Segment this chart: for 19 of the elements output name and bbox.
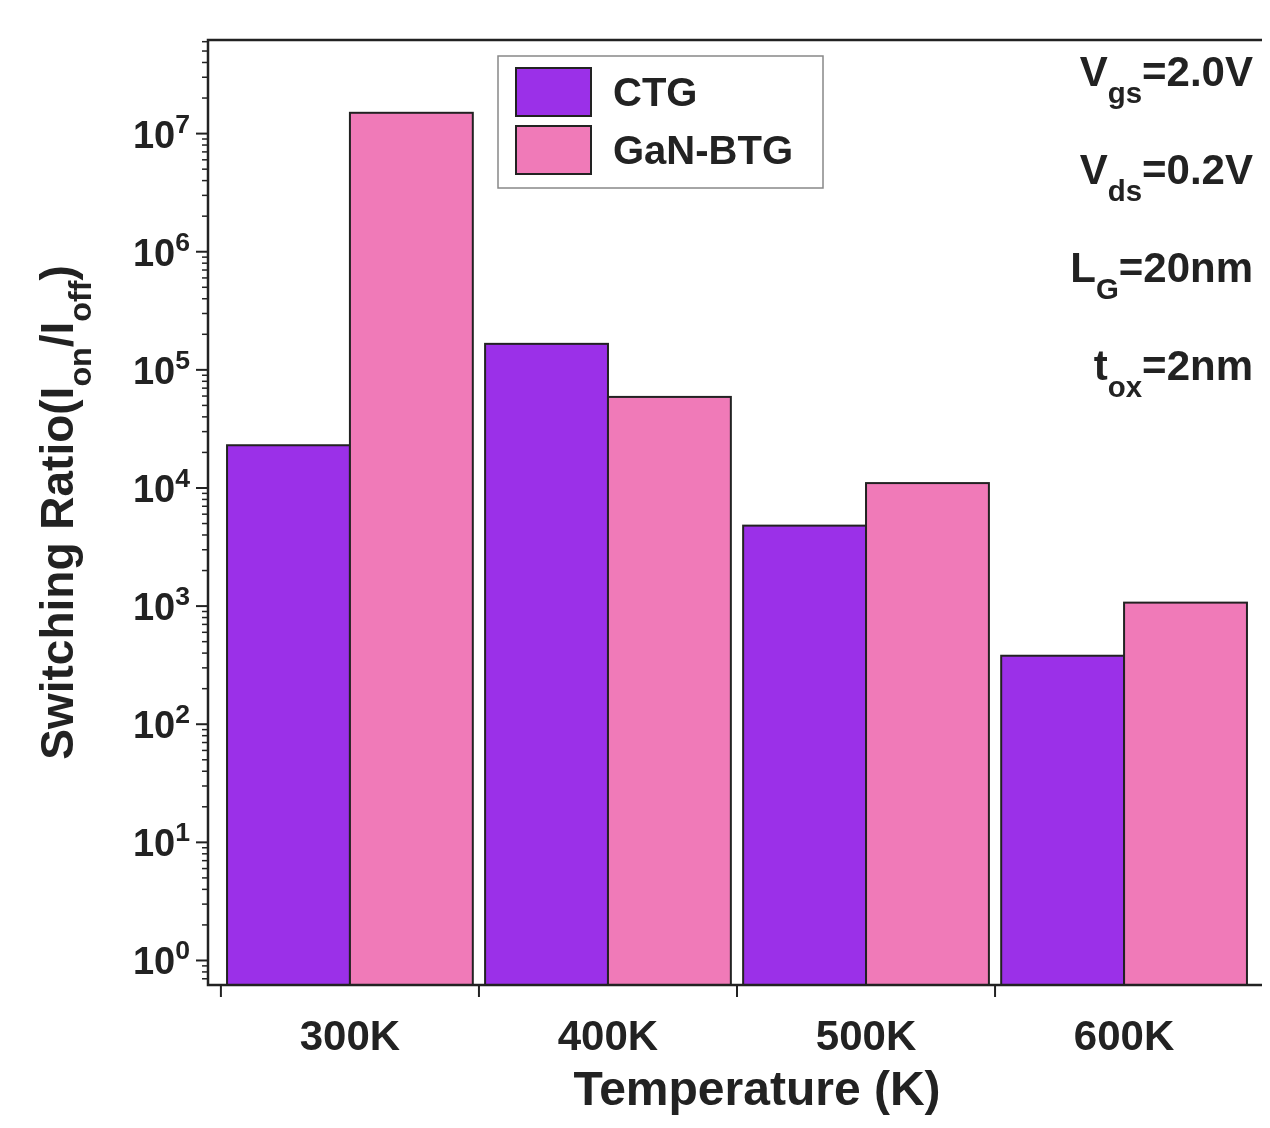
x-tick-label: 600K <box>1073 1012 1175 1059</box>
legend-label: GaN-BTG <box>613 128 793 172</box>
x-tick-label: 500K <box>815 1012 917 1059</box>
annotation: t$_{ox}$=2nm <box>1093 342 1253 403</box>
x-axis-title: Temperature (K) <box>573 1062 941 1115</box>
y-tick-label: 10$^{1}$ <box>132 817 191 865</box>
y-tick-label: 10$^{4}$ <box>132 462 191 510</box>
x-tick-label: 300K <box>299 1012 401 1059</box>
y-tick-label: 10$^{0}$ <box>132 935 190 983</box>
y-tick-label: 10$^{6}$ <box>132 226 190 274</box>
x-tick-label: 400K <box>557 1012 659 1059</box>
annotation: L$_{G}$=20nm <box>1070 244 1253 305</box>
y-tick-label: 10$^{2}$ <box>132 699 190 747</box>
annotation: V$_{gs}$=2.0V <box>1079 48 1253 109</box>
y-tick-label: 10$^{3}$ <box>132 581 190 629</box>
y-tick-label: 10$^{7}$ <box>132 108 190 156</box>
annotation: V$_{ds}$=0.2V <box>1079 146 1253 207</box>
legend-label: CTG <box>613 70 698 114</box>
y-tick-label: 10$^{5}$ <box>132 344 191 392</box>
